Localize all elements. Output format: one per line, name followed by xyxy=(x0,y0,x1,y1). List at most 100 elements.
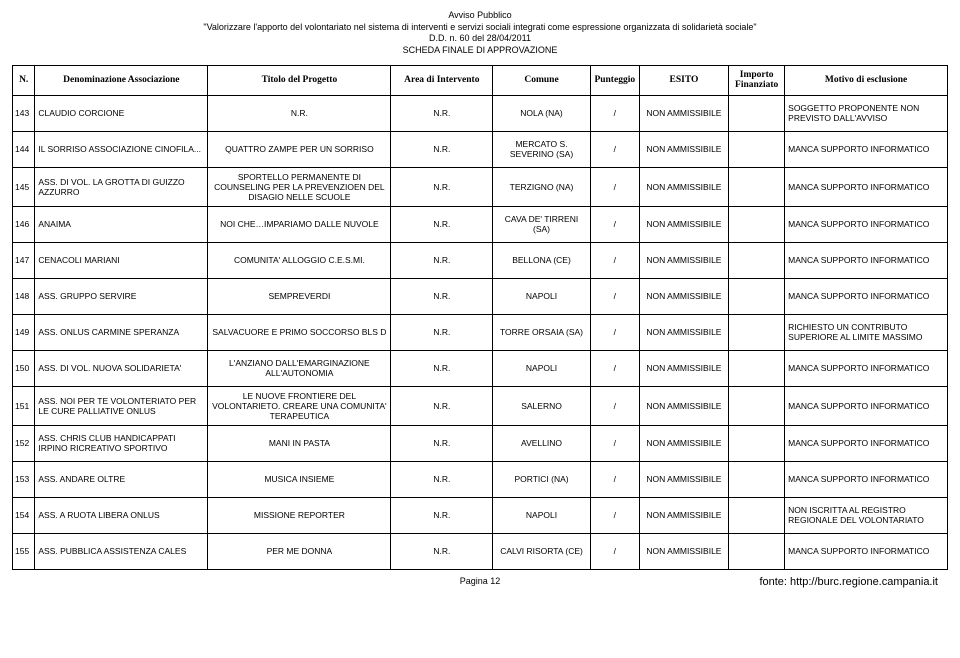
cell-area: N.R. xyxy=(391,350,493,386)
cell-esi: NON AMMISSIBILE xyxy=(639,242,729,278)
cell-pun: / xyxy=(590,425,639,461)
cell-com: MERCATO S. SEVERINO (SA) xyxy=(493,131,591,167)
cell-esi: NON AMMISSIBILE xyxy=(639,167,729,206)
cell-den: ASS. ANDARE OLTRE xyxy=(35,461,208,497)
cell-area: N.R. xyxy=(391,497,493,533)
table-row: 154ASS. A RUOTA LIBERA ONLUSMISSIONE REP… xyxy=(13,497,948,533)
table-row: 155ASS. PUBBLICA ASSISTENZA CALESPER ME … xyxy=(13,533,948,569)
cell-imp xyxy=(729,95,785,131)
cell-esi: NON AMMISSIBILE xyxy=(639,278,729,314)
cell-tit: MUSICA INSIEME xyxy=(208,461,391,497)
cell-esi: NON AMMISSIBILE xyxy=(639,206,729,242)
cell-imp xyxy=(729,386,785,425)
table-row: 151ASS. NOI PER TE VOLONTERIATO PER LE C… xyxy=(13,386,948,425)
cell-com: NAPOLI xyxy=(493,350,591,386)
cell-n: 154 xyxy=(13,497,35,533)
cell-com: TERZIGNO (NA) xyxy=(493,167,591,206)
cell-com: SALERNO xyxy=(493,386,591,425)
cell-pun: / xyxy=(590,461,639,497)
cell-den: ASS. DI VOL. LA GROTTA DI GUIZZO AZZURRO xyxy=(35,167,208,206)
document-header: Avviso Pubblico "Valorizzare l'apporto d… xyxy=(12,10,948,57)
cell-com: CALVI RISORTA (CE) xyxy=(493,533,591,569)
cell-den: ASS. CHRIS CLUB HANDICAPPATI IRPINO RICR… xyxy=(35,425,208,461)
table-row: 146ANAIMANOI CHE…IMPARIAMO DALLE NUVOLEN… xyxy=(13,206,948,242)
col-header-mot: Motivo di esclusione xyxy=(785,65,948,95)
cell-mot: MANCA SUPPORTO INFORMATICO xyxy=(785,461,948,497)
header-line1: Avviso Pubblico xyxy=(12,10,948,22)
col-header-den: Denominazione Associazione xyxy=(35,65,208,95)
cell-com: TORRE ORSAIA (SA) xyxy=(493,314,591,350)
table-row: 147CENACOLI MARIANICOMUNITA' ALLOGGIO C.… xyxy=(13,242,948,278)
cell-com: NAPOLI xyxy=(493,278,591,314)
cell-area: N.R. xyxy=(391,95,493,131)
col-header-area: Area di Intervento xyxy=(391,65,493,95)
cell-n: 148 xyxy=(13,278,35,314)
cell-den: ASS. ONLUS CARMINE SPERANZA xyxy=(35,314,208,350)
cell-imp xyxy=(729,497,785,533)
cell-n: 146 xyxy=(13,206,35,242)
cell-com: NOLA (NA) xyxy=(493,95,591,131)
cell-imp xyxy=(729,533,785,569)
cell-com: CAVA DE' TIRRENI (SA) xyxy=(493,206,591,242)
cell-n: 150 xyxy=(13,350,35,386)
cell-n: 149 xyxy=(13,314,35,350)
cell-den: ANAIMA xyxy=(35,206,208,242)
col-header-imp: Importo Finanziato xyxy=(729,65,785,95)
cell-imp xyxy=(729,425,785,461)
cell-n: 147 xyxy=(13,242,35,278)
cell-imp xyxy=(729,206,785,242)
approval-table: N. Denominazione Associazione Titolo del… xyxy=(12,65,948,570)
table-body: 143CLAUDIO CORCIONEN.R.N.R.NOLA (NA)/NON… xyxy=(13,95,948,569)
cell-com: NAPOLI xyxy=(493,497,591,533)
cell-area: N.R. xyxy=(391,242,493,278)
cell-area: N.R. xyxy=(391,425,493,461)
cell-area: N.R. xyxy=(391,314,493,350)
table-row: 149ASS. ONLUS CARMINE SPERANZASALVACUORE… xyxy=(13,314,948,350)
cell-imp xyxy=(729,278,785,314)
cell-pun: / xyxy=(590,497,639,533)
cell-mot: MANCA SUPPORTO INFORMATICO xyxy=(785,278,948,314)
cell-mot: NON ISCRITTA AL REGISTRO REGIONALE DEL V… xyxy=(785,497,948,533)
cell-mot: MANCA SUPPORTO INFORMATICO xyxy=(785,425,948,461)
table-row: 150ASS. DI VOL. NUOVA SOLIDARIETA'L'ANZI… xyxy=(13,350,948,386)
col-header-tit: Titolo del Progetto xyxy=(208,65,391,95)
table-row: 153ASS. ANDARE OLTREMUSICA INSIEMEN.R.PO… xyxy=(13,461,948,497)
cell-area: N.R. xyxy=(391,131,493,167)
cell-imp xyxy=(729,314,785,350)
col-header-com: Comune xyxy=(493,65,591,95)
cell-esi: NON AMMISSIBILE xyxy=(639,350,729,386)
cell-den: CLAUDIO CORCIONE xyxy=(35,95,208,131)
cell-esi: NON AMMISSIBILE xyxy=(639,386,729,425)
cell-com: BELLONA (CE) xyxy=(493,242,591,278)
cell-pun: / xyxy=(590,131,639,167)
cell-area: N.R. xyxy=(391,206,493,242)
cell-n: 143 xyxy=(13,95,35,131)
cell-mot: RICHIESTO UN CONTRIBUTO SUPERIORE AL LIM… xyxy=(785,314,948,350)
cell-esi: NON AMMISSIBILE xyxy=(639,461,729,497)
cell-imp xyxy=(729,461,785,497)
header-line2: "Valorizzare l'apporto del volontariato … xyxy=(12,22,948,34)
cell-pun: / xyxy=(590,386,639,425)
cell-tit: PER ME DONNA xyxy=(208,533,391,569)
cell-imp xyxy=(729,242,785,278)
cell-pun: / xyxy=(590,533,639,569)
cell-n: 151 xyxy=(13,386,35,425)
cell-tit: MISSIONE REPORTER xyxy=(208,497,391,533)
cell-pun: / xyxy=(590,350,639,386)
cell-esi: NON AMMISSIBILE xyxy=(639,425,729,461)
cell-pun: / xyxy=(590,242,639,278)
col-header-n: N. xyxy=(13,65,35,95)
cell-pun: / xyxy=(590,278,639,314)
cell-tit: SALVACUORE E PRIMO SOCCORSO BLS D xyxy=(208,314,391,350)
table-row: 145ASS. DI VOL. LA GROTTA DI GUIZZO AZZU… xyxy=(13,167,948,206)
cell-area: N.R. xyxy=(391,461,493,497)
cell-mot: MANCA SUPPORTO INFORMATICO xyxy=(785,167,948,206)
cell-den: ASS. A RUOTA LIBERA ONLUS xyxy=(35,497,208,533)
cell-tit: LE NUOVE FRONTIERE DEL VOLONTARIETO. CRE… xyxy=(208,386,391,425)
cell-mot: MANCA SUPPORTO INFORMATICO xyxy=(785,131,948,167)
cell-mot: MANCA SUPPORTO INFORMATICO xyxy=(785,242,948,278)
cell-n: 155 xyxy=(13,533,35,569)
cell-esi: NON AMMISSIBILE xyxy=(639,497,729,533)
cell-esi: NON AMMISSIBILE xyxy=(639,533,729,569)
cell-den: ASS. PUBBLICA ASSISTENZA CALES xyxy=(35,533,208,569)
